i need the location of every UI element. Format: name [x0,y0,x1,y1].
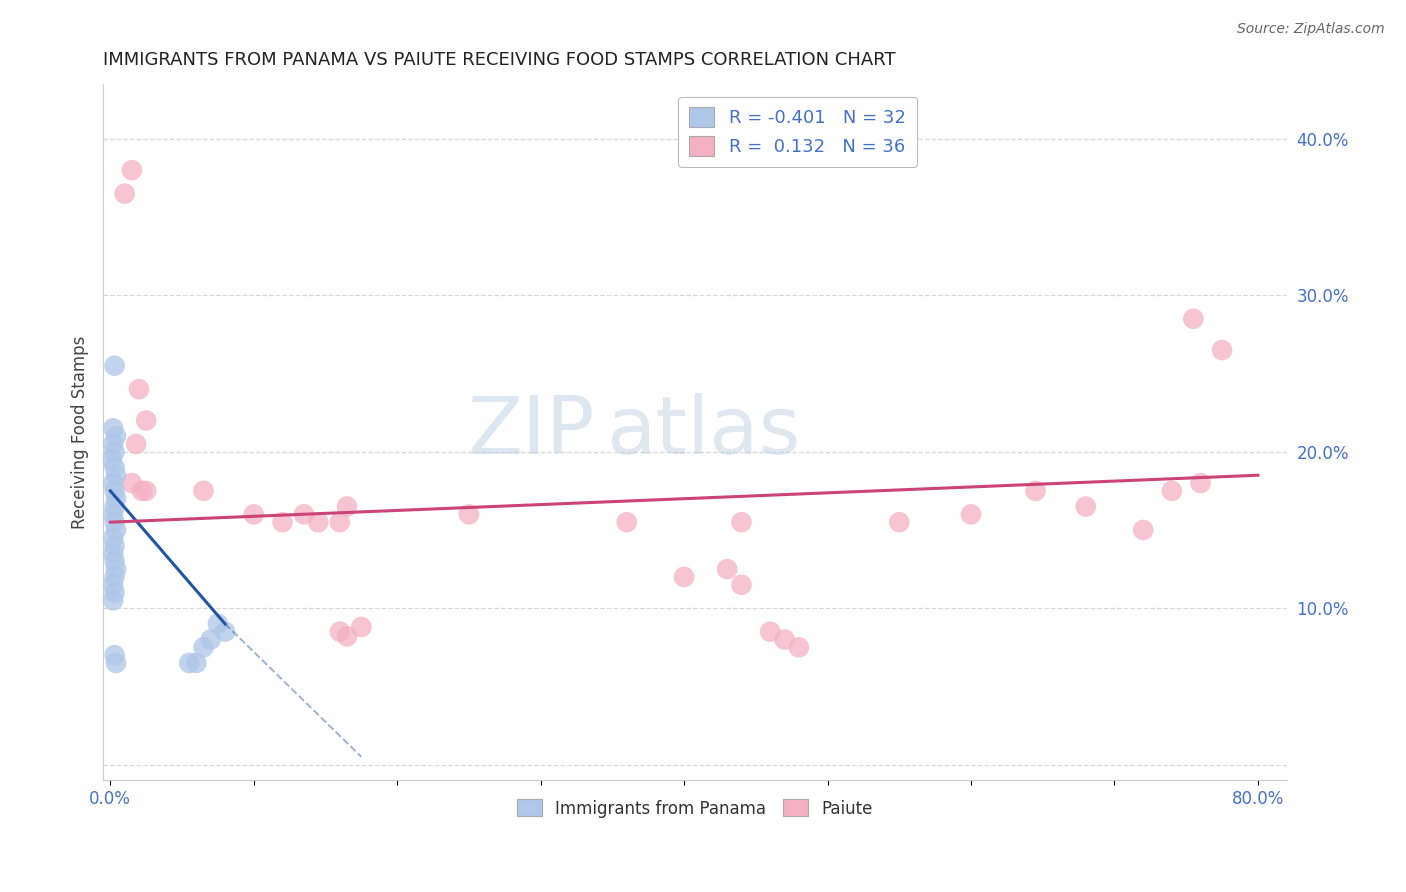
Point [730,578,752,592]
Point [105,562,128,576]
Point [100,452,122,467]
Point [101,437,124,451]
Point [101,476,124,491]
Point [105,429,128,443]
Point [104,515,127,529]
Point [128,382,150,396]
Point [186,656,208,670]
Point [329,624,352,639]
Point [214,624,236,639]
Point [121,163,143,178]
Point [105,468,128,483]
Point [1160,483,1182,498]
Point [104,585,127,599]
Text: atlas: atlas [606,393,800,471]
Point [307,515,329,529]
Point [104,483,127,498]
Point [125,437,148,451]
Point [104,500,127,514]
Point [105,656,128,670]
Point [716,562,738,576]
Point [673,570,696,584]
Point [1189,476,1212,491]
Point [135,413,157,427]
Point [105,523,128,537]
Legend: Immigrants from Panama, Paiute: Immigrants from Panama, Paiute [510,793,879,824]
Text: Source: ZipAtlas.com: Source: ZipAtlas.com [1237,22,1385,37]
Point [759,624,782,639]
Point [135,483,157,498]
Point [1211,343,1233,357]
Point [101,531,124,545]
Point [101,421,124,435]
Point [292,508,315,522]
Point [193,483,215,498]
Point [336,629,359,643]
Point [960,508,983,522]
Point [104,554,127,568]
Point [104,359,127,373]
Point [104,539,127,553]
Point [329,515,352,529]
Point [787,640,810,655]
Point [104,648,127,662]
Point [104,460,127,475]
Point [101,546,124,560]
Text: ZIP: ZIP [467,393,595,471]
Point [458,508,481,522]
Point [114,186,136,201]
Point [271,515,294,529]
Point [889,515,911,529]
Point [242,508,264,522]
Point [200,632,222,647]
Point [773,632,796,647]
Point [350,620,373,634]
Point [1182,311,1205,326]
Point [179,656,201,670]
Y-axis label: Receiving Food Stamps: Receiving Food Stamps [72,335,89,529]
Point [616,515,638,529]
Point [121,476,143,491]
Point [1132,523,1154,537]
Point [101,508,124,522]
Point [131,483,153,498]
Point [730,515,752,529]
Point [104,444,127,458]
Point [193,640,215,655]
Text: IMMIGRANTS FROM PANAMA VS PAIUTE RECEIVING FOOD STAMPS CORRELATION CHART: IMMIGRANTS FROM PANAMA VS PAIUTE RECEIVI… [103,51,896,69]
Point [1025,483,1047,498]
Point [207,616,229,631]
Point [101,593,124,607]
Point [1074,500,1097,514]
Point [104,570,127,584]
Point [101,578,124,592]
Point [105,491,128,506]
Point [336,500,359,514]
